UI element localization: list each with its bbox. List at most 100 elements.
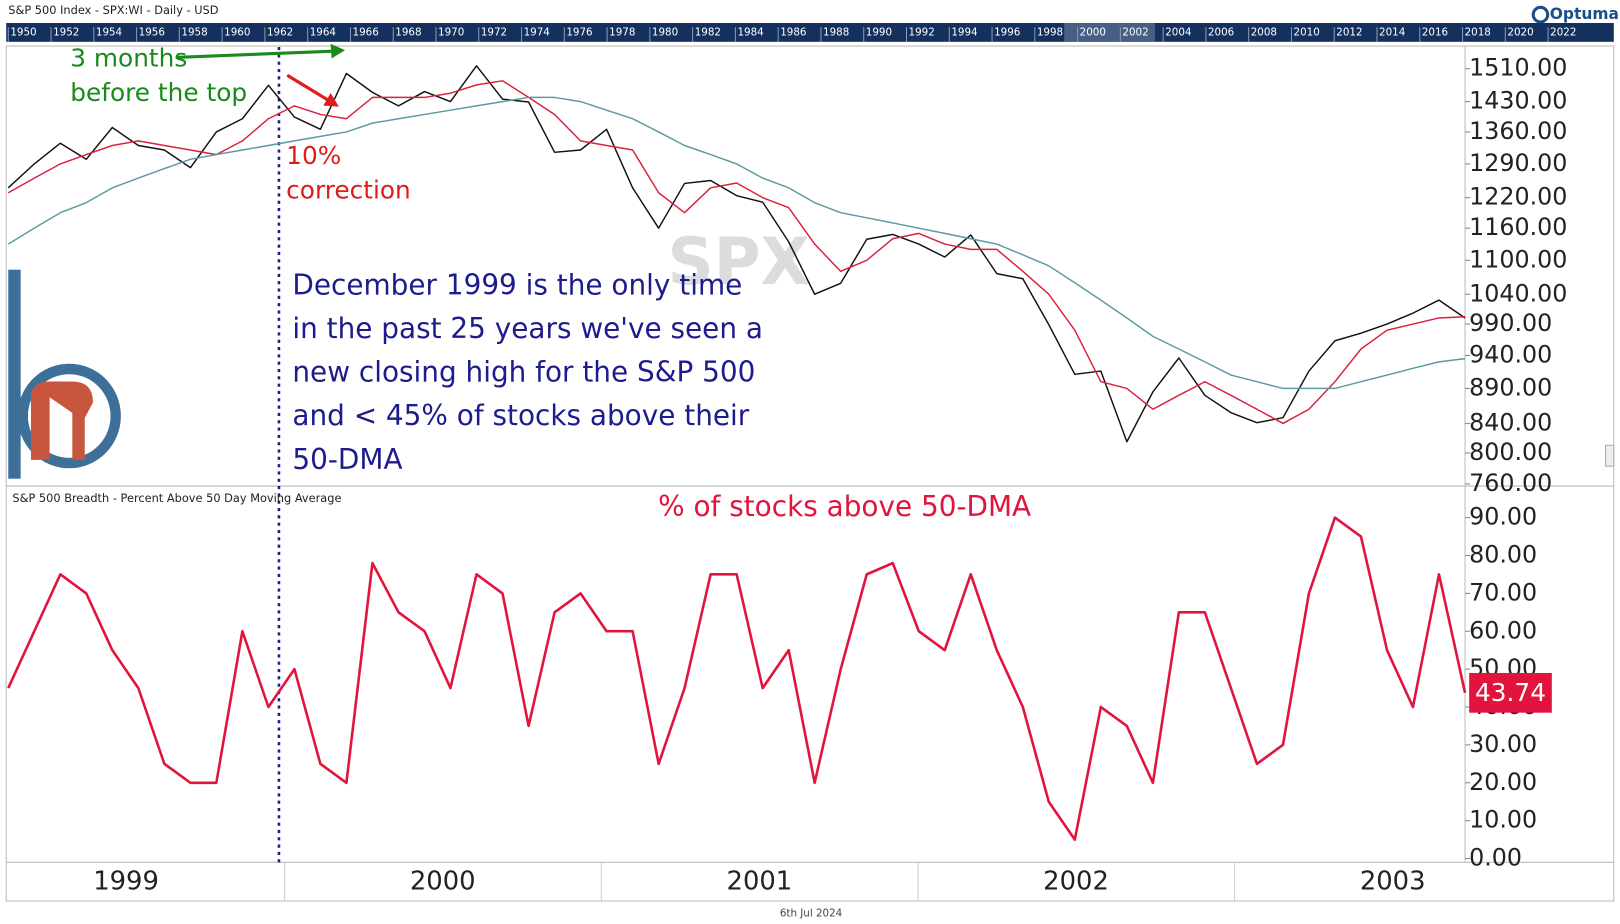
series-line	[7, 65, 1466, 443]
x-tick-label: 1999	[93, 867, 159, 897]
x-tick-label: 2001	[727, 867, 793, 897]
x-tick-label: 2002	[1043, 867, 1109, 897]
arrow-green-head	[330, 43, 346, 59]
y-tick-label: 1430.00	[1469, 87, 1567, 115]
navigator-bar	[6, 22, 1614, 42]
navigator-year: 2002	[1122, 26, 1148, 38]
y-tick-label: 1290.00	[1469, 149, 1567, 177]
navigator-year: 1980	[652, 26, 678, 38]
navigator-year: 1988	[823, 26, 849, 38]
navigator-year: 1974	[524, 26, 551, 38]
annotation: % of stocks above 50-DMA	[658, 490, 1031, 523]
navigator-year: 1992	[909, 26, 935, 38]
y-tick-label: 760.00	[1469, 469, 1552, 497]
series-line	[7, 516, 1467, 841]
navigator-year: 1950	[10, 26, 36, 38]
navigator-year: 2010	[1294, 26, 1320, 38]
navigator-year: 1972	[481, 26, 507, 38]
x-tick-label: 2000	[410, 867, 476, 897]
navigator-year: 1982	[695, 26, 721, 38]
navigator-year: 1976	[566, 26, 592, 38]
navigator-year: 1964	[310, 26, 337, 38]
annotation-text: before the top	[70, 78, 247, 107]
y-tick-label: 10.00	[1469, 806, 1537, 834]
annotation-text: in the past 25 years we've seen a	[292, 312, 763, 345]
brand: Optuma	[1550, 5, 1619, 23]
y-tick-label: 20.00	[1469, 768, 1537, 796]
series-line	[7, 96, 1466, 390]
last-value-label: 43.74	[1475, 678, 1546, 707]
y-tick-label: 1040.00	[1469, 279, 1567, 307]
navigator-year: 2006	[1208, 26, 1234, 38]
annotation-text: December 1999 is the only time	[292, 268, 742, 301]
annotation-text: new closing high for the S&P 500	[292, 355, 755, 388]
panel-title: S&P 500 Breadth - Percent Above 50 Day M…	[12, 491, 341, 505]
navigator-year: 2014	[1379, 26, 1406, 38]
navigator-year: 2016	[1422, 26, 1448, 38]
navigator-year: 1954	[96, 26, 123, 38]
y-tick-label: 60.00	[1469, 616, 1537, 644]
navigator-window	[1064, 22, 1156, 42]
y-tick-label: 1220.00	[1469, 183, 1567, 211]
y-tick-label: 940.00	[1469, 340, 1552, 368]
annotation-text: and < 45% of stocks above their	[292, 399, 749, 432]
navigator-year: 2018	[1465, 26, 1491, 38]
y-tick-label: 30.00	[1469, 730, 1537, 758]
navigator-year: 2008	[1251, 26, 1277, 38]
brand-icon	[1531, 5, 1550, 24]
navigator-year: 1998	[1037, 26, 1063, 38]
navigator-year: 1962	[267, 26, 293, 38]
y-tick-label: 1160.00	[1469, 213, 1567, 241]
navigator-year: 2022	[1550, 26, 1576, 38]
navigator-year: 1956	[139, 26, 165, 38]
logo-mark	[30, 381, 93, 460]
navigator-year: 1960	[224, 26, 250, 38]
navigator-year: 1994	[951, 26, 978, 38]
annotation-text: 50-DMA	[292, 443, 402, 476]
annotation-text: 10%	[286, 141, 341, 170]
last-value-badge	[1469, 672, 1552, 713]
navigator-year: 1990	[866, 26, 892, 38]
y-tick-label: 90.00	[1469, 503, 1537, 531]
navigator-year: 2000	[1080, 26, 1106, 38]
navigator-year: 2004	[1165, 26, 1192, 38]
frame	[5, 45, 1615, 902]
navigator-year: 1958	[181, 26, 207, 38]
y-tick-label: 840.00	[1469, 408, 1552, 436]
navigator-year: 1978	[609, 26, 635, 38]
x-tick-label: 2003	[1360, 867, 1426, 897]
y-tick-label: 1510.00	[1469, 54, 1567, 82]
logo-ring	[17, 363, 121, 469]
navigator-year: 1966	[353, 26, 379, 38]
y-tick-label: 1360.00	[1469, 117, 1567, 145]
arrow-green	[175, 49, 333, 60]
navigator-year: 1970	[438, 26, 464, 38]
y-tick-label: 890.00	[1469, 373, 1552, 401]
footer-date: 6th Jul 2024	[780, 908, 843, 920]
navigator-year: 1996	[994, 26, 1020, 38]
series-line	[7, 80, 1466, 425]
y-tick-label: 990.00	[1469, 309, 1552, 337]
annotation-text: 3 months	[70, 43, 187, 72]
y-tick-label: 0.00	[1469, 843, 1522, 871]
logo-bar	[8, 269, 21, 479]
navigator-year: 2012	[1336, 26, 1362, 38]
y-tick-label: 800.00	[1469, 438, 1552, 466]
navigator-year: 1986	[780, 26, 806, 38]
arrow-red	[286, 73, 330, 102]
plot: SPX760.00800.00840.00890.00940.00990.001…	[7, 43, 1567, 902]
annotation-text: correction	[286, 175, 411, 204]
y-tick-label: 1100.00	[1469, 245, 1567, 273]
navigator-year: 2020	[1507, 26, 1533, 38]
chart-title: S&P 500 Index - SPX:WI - Daily - USD	[8, 3, 218, 17]
arrow-red-head	[323, 93, 339, 107]
logo	[8, 269, 121, 479]
y-tick-label: 70.00	[1469, 578, 1537, 606]
collapse-button[interactable]	[1605, 444, 1615, 467]
navigator-year: 1984	[737, 26, 764, 38]
navigator-year: 1968	[395, 26, 421, 38]
navigator-year: 1952	[53, 26, 79, 38]
navigator: 1950 1952 1954 1956 1958 1960 1962 1964 1966 1968…	[7, 26, 1576, 42]
